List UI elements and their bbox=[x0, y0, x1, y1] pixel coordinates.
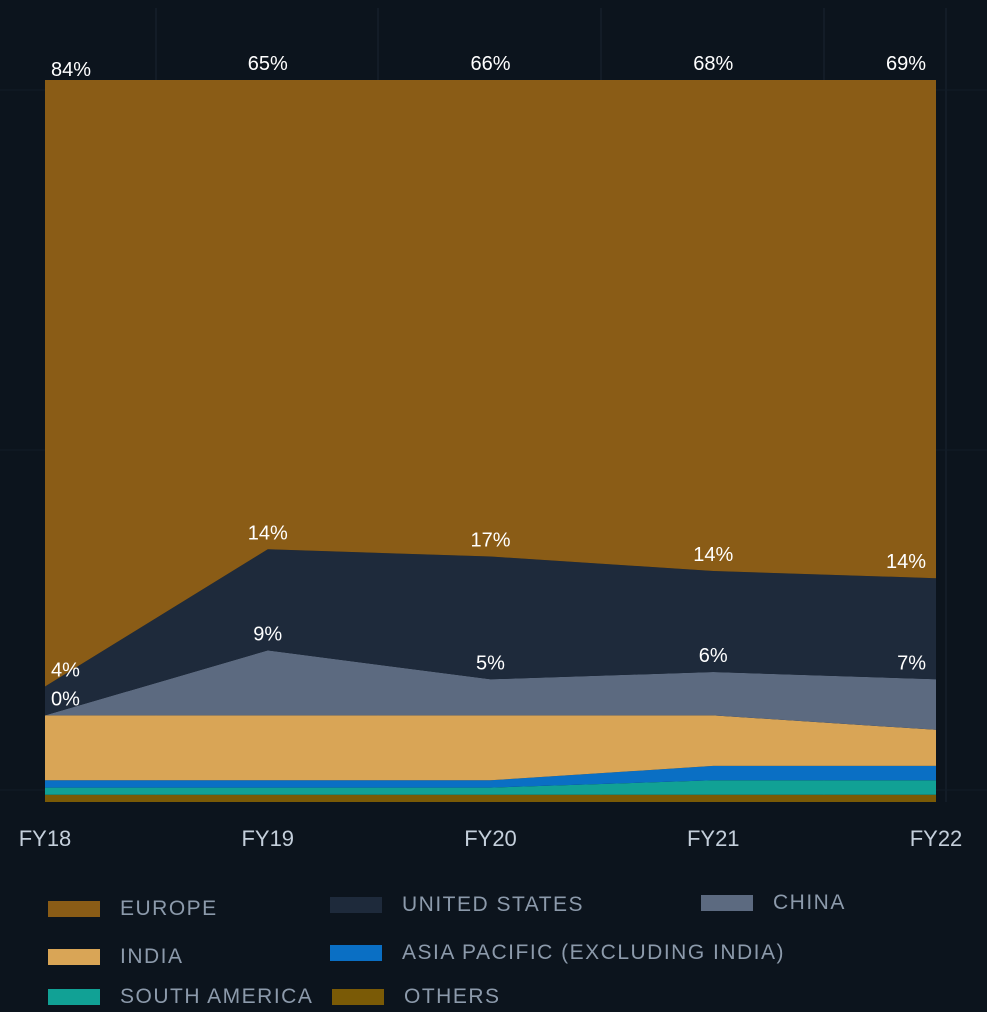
area-china bbox=[45, 650, 936, 730]
legend-item-others: OTHERS bbox=[332, 985, 501, 1009]
legend-swatch bbox=[48, 989, 100, 1005]
area-series bbox=[45, 80, 936, 802]
x-tick-label: FY21 bbox=[687, 826, 740, 851]
area-asia-pacific-excluding-india bbox=[45, 765, 936, 788]
data-label-europe: 84% bbox=[51, 59, 91, 81]
data-label-europe: 69% bbox=[886, 53, 926, 75]
legend-item-united-states: UNITED STATES bbox=[330, 893, 584, 917]
data-label-china: 7% bbox=[897, 652, 926, 674]
area-others bbox=[45, 794, 936, 802]
x-axis-ticks: FY18 FY19 FY20 FY21 FY22 bbox=[19, 826, 963, 851]
legend-item-asia-pacific: ASIA PACIFIC (EXCLUDING INDIA) bbox=[330, 941, 785, 965]
data-label-europe: 66% bbox=[470, 53, 510, 75]
legend-swatch bbox=[48, 901, 100, 917]
legend-item-india: INDIA bbox=[48, 945, 184, 969]
legend-item-china: CHINA bbox=[701, 891, 846, 915]
legend-item-europe: EUROPE bbox=[48, 897, 218, 921]
data-label-china: 0% bbox=[51, 688, 80, 710]
legend-swatch bbox=[332, 989, 384, 1005]
area-south-america bbox=[45, 780, 936, 795]
x-tick-label: FY19 bbox=[241, 826, 294, 851]
area-united-states bbox=[45, 549, 936, 716]
data-labels: 84% 65% 66% 68% 69% 4% 14% 17% 14% 14% 0% 9% 5% 6% 7% bbox=[51, 53, 926, 710]
data-label-china: 6% bbox=[699, 645, 728, 667]
data-label-europe: 68% bbox=[693, 53, 733, 75]
legend-label: ASIA PACIFIC (EXCLUDING INDIA) bbox=[402, 941, 785, 964]
data-label-united-states: 14% bbox=[248, 522, 288, 544]
legend-swatch bbox=[330, 945, 382, 961]
data-label-europe: 65% bbox=[248, 53, 288, 75]
x-tick-label: FY20 bbox=[464, 826, 517, 851]
legend-swatch bbox=[48, 949, 100, 965]
legend-label: SOUTH AMERICA bbox=[120, 985, 314, 1008]
x-tick-label: FY22 bbox=[910, 826, 963, 851]
area-india bbox=[45, 715, 936, 781]
data-label-china: 5% bbox=[476, 652, 505, 674]
legend-swatch bbox=[701, 895, 753, 911]
legend-label: UNITED STATES bbox=[402, 893, 585, 916]
legend-label: EUROPE bbox=[120, 897, 218, 920]
x-tick-label: FY18 bbox=[19, 826, 72, 851]
data-label-united-states: 14% bbox=[886, 551, 926, 573]
legend-item-south-america: SOUTH AMERICA bbox=[48, 985, 313, 1009]
legend-label: CHINA bbox=[773, 891, 846, 914]
data-label-united-states: 4% bbox=[51, 659, 80, 681]
data-label-united-states: 17% bbox=[470, 530, 510, 552]
legend-label: OTHERS bbox=[404, 985, 501, 1008]
data-label-united-states: 14% bbox=[693, 544, 733, 566]
data-label-china: 9% bbox=[253, 623, 282, 645]
legend-swatch bbox=[330, 897, 382, 913]
legend-label: INDIA bbox=[120, 945, 184, 968]
area-europe bbox=[45, 80, 936, 687]
